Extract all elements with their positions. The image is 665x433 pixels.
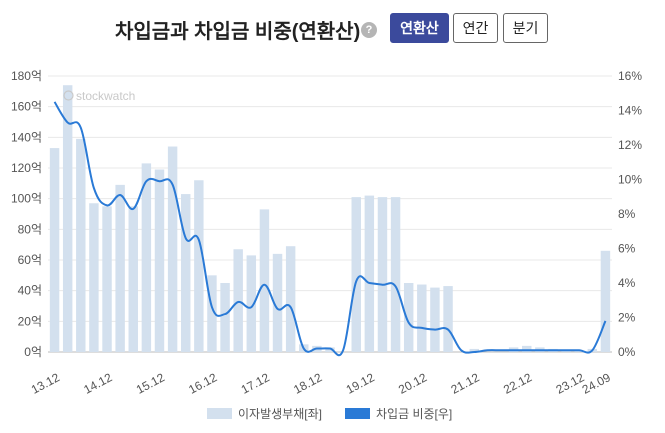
help-icon[interactable]: ? — [361, 22, 377, 38]
x-tick-label: 17.12 — [239, 370, 272, 397]
x-tick-label: 19.12 — [344, 370, 377, 397]
bar — [377, 197, 388, 352]
bar — [233, 249, 243, 352]
x-tick-label: 13.12 — [29, 370, 62, 397]
bar — [390, 197, 401, 352]
y-left-tick-label: 100억 — [11, 192, 42, 206]
bar — [272, 253, 283, 352]
bar — [364, 195, 375, 352]
ratio-line — [53, 101, 607, 357]
x-tick-label: 22.12 — [501, 370, 534, 397]
legend-line-swatch — [345, 408, 370, 419]
bar — [102, 206, 112, 352]
watermark-logo-icon — [63, 90, 74, 101]
y-right-tick-label: 0% — [618, 345, 636, 359]
y-left-tick-label: 0억 — [24, 345, 42, 359]
legend-bar-label: 이자발생부채[좌] — [238, 407, 322, 421]
y-right-tick-label: 8% — [618, 207, 636, 221]
bar — [180, 194, 191, 352]
y-left-tick-label: 180억 — [11, 69, 42, 83]
y-left-tick-label: 80억 — [18, 222, 42, 236]
x-tick-label: 20.12 — [396, 370, 429, 397]
bar — [115, 184, 125, 352]
y-axis-right: 0% 2% 4% 6% 8% 10% 12% 14% 16% — [618, 69, 642, 359]
tab-quarterly[interactable]: 분기 — [503, 13, 548, 43]
chart-header: 차입금과 차입금 비중(연환산) ? 연환산 연간 분기 — [0, 0, 665, 60]
legend-bar-swatch — [207, 408, 232, 419]
legend-line-label: 차입금 비중[우] — [376, 407, 452, 421]
bar — [430, 287, 440, 352]
bar — [207, 275, 217, 352]
y-left-tick-label: 140억 — [11, 130, 42, 144]
x-tick-label: 21.12 — [449, 370, 482, 397]
bar — [194, 180, 204, 352]
y-axis-left: 0억 20억 40억 60억 80억 100억 120억 140억 160억 180억 — [11, 69, 42, 359]
bar — [62, 85, 73, 352]
bar — [167, 146, 178, 352]
y-left-tick-label: 160억 — [11, 100, 42, 114]
bar — [403, 283, 414, 352]
bar — [469, 348, 480, 352]
y-right-tick-label: 14% — [618, 104, 642, 118]
x-tick-label: 14.12 — [81, 370, 114, 397]
bar — [325, 347, 335, 352]
y-left-tick-label: 20억 — [18, 314, 42, 328]
bar — [246, 255, 257, 352]
y-left-tick-label: 120억 — [11, 161, 42, 175]
x-tick-label: 16.12 — [186, 370, 219, 397]
bar — [49, 148, 60, 352]
y-right-tick-label: 12% — [618, 138, 642, 152]
bar — [285, 246, 296, 352]
bar — [154, 169, 165, 352]
tab-annualized[interactable]: 연환산 — [390, 13, 449, 43]
bar — [259, 209, 270, 352]
y-left-tick-label: 40억 — [18, 284, 42, 298]
tab-annual[interactable]: 연간 — [453, 13, 498, 43]
x-tick-label: 18.12 — [291, 370, 324, 397]
bar — [443, 286, 453, 352]
y-right-tick-label: 6% — [618, 242, 636, 256]
bar-series — [49, 85, 611, 352]
x-tick-label: 24.09 — [580, 370, 613, 397]
bar — [220, 283, 230, 352]
y-left-tick-label: 60억 — [18, 253, 42, 267]
bar — [417, 284, 427, 352]
bar — [522, 345, 532, 352]
bar — [351, 197, 361, 352]
chart-title: 차입금과 차입금 비중(연환산) — [115, 21, 361, 43]
bar — [141, 163, 152, 352]
x-tick-label: 15.12 — [134, 370, 167, 397]
bar — [89, 203, 99, 352]
y-right-tick-label: 2% — [618, 311, 636, 325]
bar — [76, 138, 86, 352]
watermark: stockwatch — [63, 89, 135, 103]
combo-chart: 0억 20억 40억 60억 80억 100억 120억 140억 160억 180억 0% 2% 4… — [11, 69, 642, 421]
x-axis: 13.12 14.12 15.12 16.12 17.12 18.12 19.12 20.12… — [29, 370, 613, 397]
bar — [128, 206, 138, 352]
watermark-text: stockwatch — [76, 89, 135, 103]
bar — [600, 250, 611, 352]
legend: 이자발생부채[좌] 차입금 비중[우] — [207, 407, 452, 421]
y-right-tick-label: 16% — [618, 69, 642, 83]
y-right-tick-label: 4% — [618, 276, 636, 290]
y-right-tick-label: 10% — [618, 173, 642, 187]
